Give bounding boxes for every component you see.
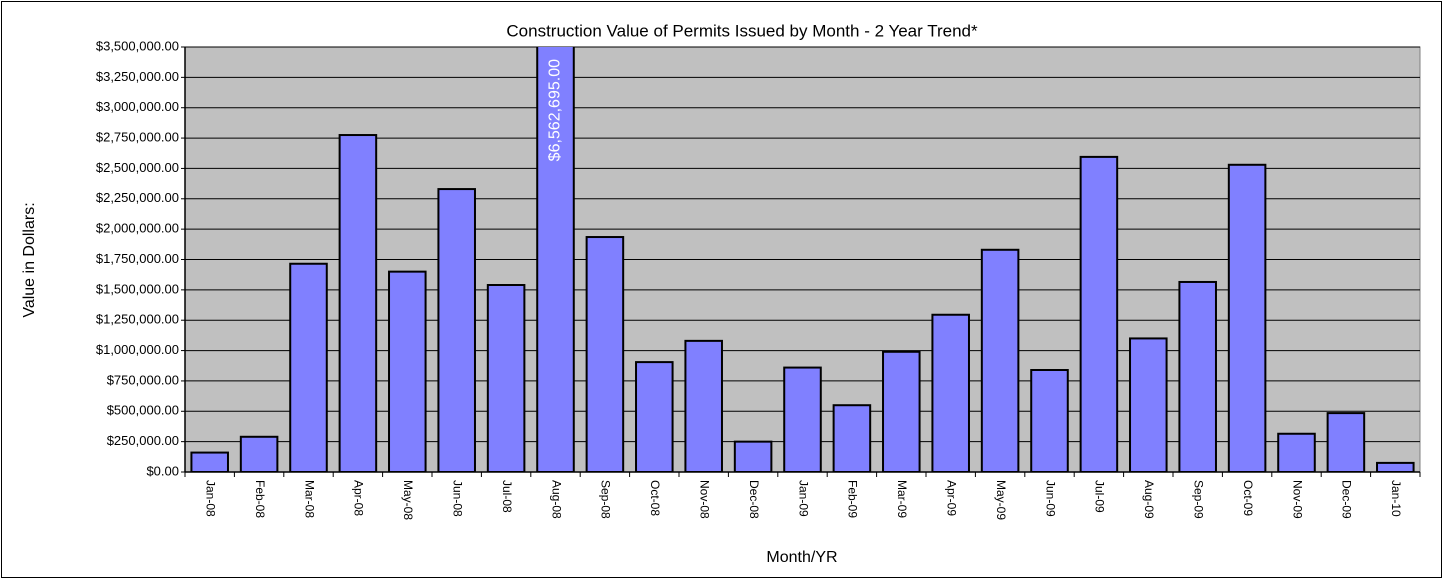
x-tick-label: Jan-10 (1389, 480, 1403, 517)
bar (536, 47, 575, 472)
bar (486, 284, 526, 472)
x-tick-label: Aug-08 (549, 480, 563, 519)
x-tick-label: Sep-09 (1192, 480, 1206, 519)
x-tick-label: Jul-08 (500, 480, 514, 513)
x-tick-label: Dec-08 (747, 480, 761, 519)
x-tick-label: Jun-09 (1043, 480, 1057, 517)
bar (1030, 369, 1069, 472)
y-tick-label: $3,250,000.00 (96, 69, 179, 84)
y-tick-label: $1,250,000.00 (96, 312, 179, 327)
x-tick-label: Jan-08 (204, 480, 218, 517)
x-tick-label: Feb-08 (253, 480, 267, 518)
x-tick-label: Oct-09 (1241, 480, 1255, 516)
y-tick-label: $1,500,000.00 (96, 281, 179, 296)
y-tick-label: $750,000.00 (107, 372, 179, 387)
y-tick-label: $2,750,000.00 (96, 130, 179, 145)
x-tick-label: Jul-09 (1093, 480, 1107, 513)
bar (882, 350, 921, 472)
bar (1079, 155, 1119, 472)
x-tick-label: Nov-08 (698, 480, 712, 519)
bar (1277, 432, 1316, 472)
x-tick-label: Jan-09 (796, 480, 810, 517)
bar (239, 435, 279, 472)
bar (1227, 163, 1267, 472)
bar (1129, 337, 1168, 472)
bar (190, 451, 229, 472)
y-tick-label: $1,000,000.00 (96, 342, 179, 357)
x-tick-label: Oct-08 (648, 480, 662, 516)
data-label: $6,562,695.00 (547, 59, 564, 161)
x-tick-label: Sep-08 (599, 480, 613, 519)
y-tick-label: $0.00 (146, 463, 179, 478)
bar (635, 361, 674, 472)
bars (190, 47, 1415, 472)
bar (338, 134, 378, 472)
x-tick-label: Dec-09 (1340, 480, 1354, 519)
bar (684, 339, 723, 472)
x-tick-label: May-08 (401, 480, 415, 520)
x-tick-label: Nov-09 (1290, 480, 1304, 519)
x-tick-label: Apr-08 (352, 480, 366, 516)
x-tick-label: Mar-09 (895, 480, 909, 518)
y-tick-label: $250,000.00 (107, 433, 179, 448)
bar (437, 188, 476, 472)
y-axis-title: Value in Dollars: (21, 202, 38, 317)
x-tick-label: Apr-09 (945, 480, 959, 516)
y-tick-label: $3,500,000.00 (96, 38, 179, 53)
bar (1326, 412, 1366, 472)
x-axis-title: Month/YR (766, 549, 837, 566)
bar (980, 248, 1020, 472)
bar (1376, 461, 1415, 472)
x-tick-label: May-09 (994, 480, 1008, 520)
bar (733, 440, 773, 472)
x-tick-label: Mar-08 (302, 480, 316, 518)
x-tick-label: Feb-09 (846, 480, 860, 518)
y-tick-label: $3,000,000.00 (96, 99, 179, 114)
bar (783, 366, 822, 472)
bar (1178, 280, 1217, 472)
bar (585, 236, 625, 472)
y-tick-label: $2,500,000.00 (96, 160, 179, 175)
y-tick-label: $500,000.00 (107, 403, 179, 418)
x-tick-label: Aug-09 (1142, 480, 1156, 519)
bar (388, 270, 427, 472)
y-tick-label: $2,000,000.00 (96, 221, 179, 236)
bar (931, 313, 970, 472)
chart-title: Construction Value of Permits Issued by … (506, 21, 978, 40)
bar (832, 404, 872, 472)
y-tick-label: $2,250,000.00 (96, 190, 179, 205)
bar (289, 262, 328, 472)
x-tick-label: Jun-08 (451, 480, 465, 517)
y-tick-label: $1,750,000.00 (96, 251, 179, 266)
